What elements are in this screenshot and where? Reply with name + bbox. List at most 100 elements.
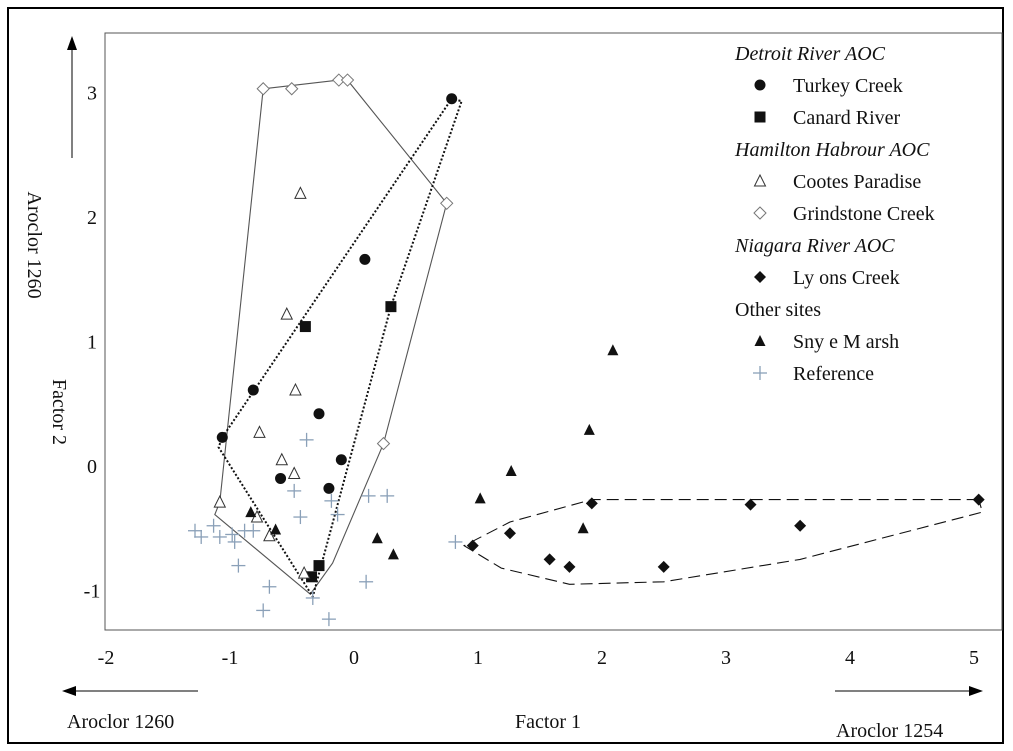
point-reference <box>293 510 308 525</box>
y-tick-label: -1 <box>84 581 101 603</box>
data-points <box>188 73 985 627</box>
chart-frame <box>7 7 1004 744</box>
legend-group-label: Other sites <box>735 299 821 321</box>
point-canard-river <box>313 560 325 572</box>
point-canard-river <box>306 571 318 583</box>
legend-group-header: Detroit River AOC <box>734 43 886 65</box>
legend-marker <box>753 366 767 380</box>
x-tick-labels: -2 -1 0 1 2 3 4 5 <box>98 647 979 669</box>
legend-marker <box>754 271 766 283</box>
legend-label: Turkey Creek <box>793 75 903 97</box>
point-grindstone-creek <box>285 82 299 96</box>
point-ly-ons-creek <box>794 519 807 532</box>
point-sny-e-m-arsh <box>371 532 383 544</box>
x-tick-label: 3 <box>721 647 731 669</box>
y-tick-label: 1 <box>87 332 97 354</box>
point-cootes-paradise <box>253 425 266 438</box>
point-sny-e-m-arsh <box>607 344 619 356</box>
y-axis-arrow <box>67 36 77 158</box>
legend-marker <box>754 79 766 91</box>
point-ly-ons-creek <box>503 527 516 540</box>
x-tick-label: 5 <box>969 647 979 669</box>
point-sny-e-m-arsh <box>387 548 399 560</box>
legend-marker <box>753 173 767 187</box>
point-ly-ons-creek <box>543 553 556 566</box>
point-cootes-paradise <box>213 494 227 508</box>
point-turkey-creek <box>247 384 259 396</box>
point-reference <box>246 523 261 538</box>
plot-area <box>104 32 1003 631</box>
x-tick-label: -1 <box>222 647 239 669</box>
point-reference <box>227 534 242 549</box>
y-annotation-label: Aroclor 1260 <box>23 191 45 298</box>
point-reference <box>330 507 345 522</box>
point-cootes-paradise <box>294 186 307 199</box>
x-tick-label: 1 <box>473 647 483 669</box>
point-turkey-creek <box>335 454 347 466</box>
hull-solid <box>214 79 448 596</box>
y-axis-title: Factor 2 <box>48 379 70 445</box>
x-tick-label: 0 <box>349 647 359 669</box>
x-axis-title: Factor 1 <box>515 711 581 733</box>
point-turkey-creek <box>323 482 335 494</box>
point-sny-e-m-arsh <box>505 464 517 476</box>
point-cootes-paradise <box>289 382 302 396</box>
hull-dashed <box>462 499 984 585</box>
legend-label: Canard River <box>793 107 901 129</box>
x-axis-arrow-right <box>835 686 983 696</box>
point-canard-river <box>385 301 397 313</box>
point-cootes-paradise <box>263 528 276 542</box>
point-reference <box>188 523 202 538</box>
point-reference <box>321 612 336 627</box>
point-reference <box>225 527 240 542</box>
point-grindstone-creek <box>440 196 454 211</box>
point-cootes-paradise <box>275 452 289 466</box>
point-reference <box>380 488 395 503</box>
y-tick-labels: -1 0 1 2 3 <box>84 83 101 603</box>
legend-label: Ly ons Creek <box>793 267 900 289</box>
legend: Detroit River AOC Turkey Creek Canard Rive… <box>734 43 935 385</box>
point-reference <box>256 603 271 618</box>
point-ly-ons-creek <box>744 498 757 511</box>
point-reference <box>206 518 221 533</box>
legend-label: Sny e M arsh <box>793 331 899 353</box>
point-ly-ons-creek <box>657 560 670 573</box>
point-reference <box>299 432 314 447</box>
point-sny-e-m-arsh <box>270 523 282 535</box>
point-grindstone-creek <box>256 82 270 96</box>
point-ly-ons-creek <box>972 493 985 506</box>
point-reference <box>212 529 227 544</box>
point-cootes-paradise <box>287 466 301 479</box>
x-tick-label: 2 <box>597 647 607 669</box>
legend-label: Reference <box>793 363 874 385</box>
point-turkey-creek <box>216 431 228 443</box>
y-tick-label: 0 <box>87 456 97 478</box>
point-canard-river <box>299 321 311 333</box>
point-cootes-paradise <box>297 565 311 579</box>
legend-marker <box>754 335 766 346</box>
x-tick-label: -2 <box>98 647 115 669</box>
legend-group-header: Hamilton Habrour AOC <box>734 139 930 161</box>
legend-label: Cootes Paradise <box>793 171 921 193</box>
point-turkey-creek <box>359 253 371 265</box>
point-grindstone-creek <box>340 73 355 87</box>
x-annotation-left: Aroclor 1260 <box>67 711 174 733</box>
x-annotation-right: Aroclor 1254 <box>836 720 943 742</box>
point-ly-ons-creek <box>585 497 598 510</box>
point-cootes-paradise <box>280 306 294 320</box>
legend-marker <box>753 206 767 220</box>
point-reference <box>262 579 277 594</box>
point-reference <box>231 558 246 573</box>
point-reference <box>194 529 209 544</box>
point-sny-e-m-arsh <box>474 492 486 504</box>
point-reference <box>287 483 302 498</box>
point-reference <box>324 493 339 508</box>
point-turkey-creek <box>313 408 325 420</box>
x-tick-label: 4 <box>845 647 855 669</box>
legend-group-header: Niagara River AOC <box>734 235 895 257</box>
point-sny-e-m-arsh <box>583 423 595 435</box>
point-grindstone-creek <box>376 436 391 451</box>
point-turkey-creek <box>446 93 458 105</box>
y-tick-label: 3 <box>87 83 97 105</box>
